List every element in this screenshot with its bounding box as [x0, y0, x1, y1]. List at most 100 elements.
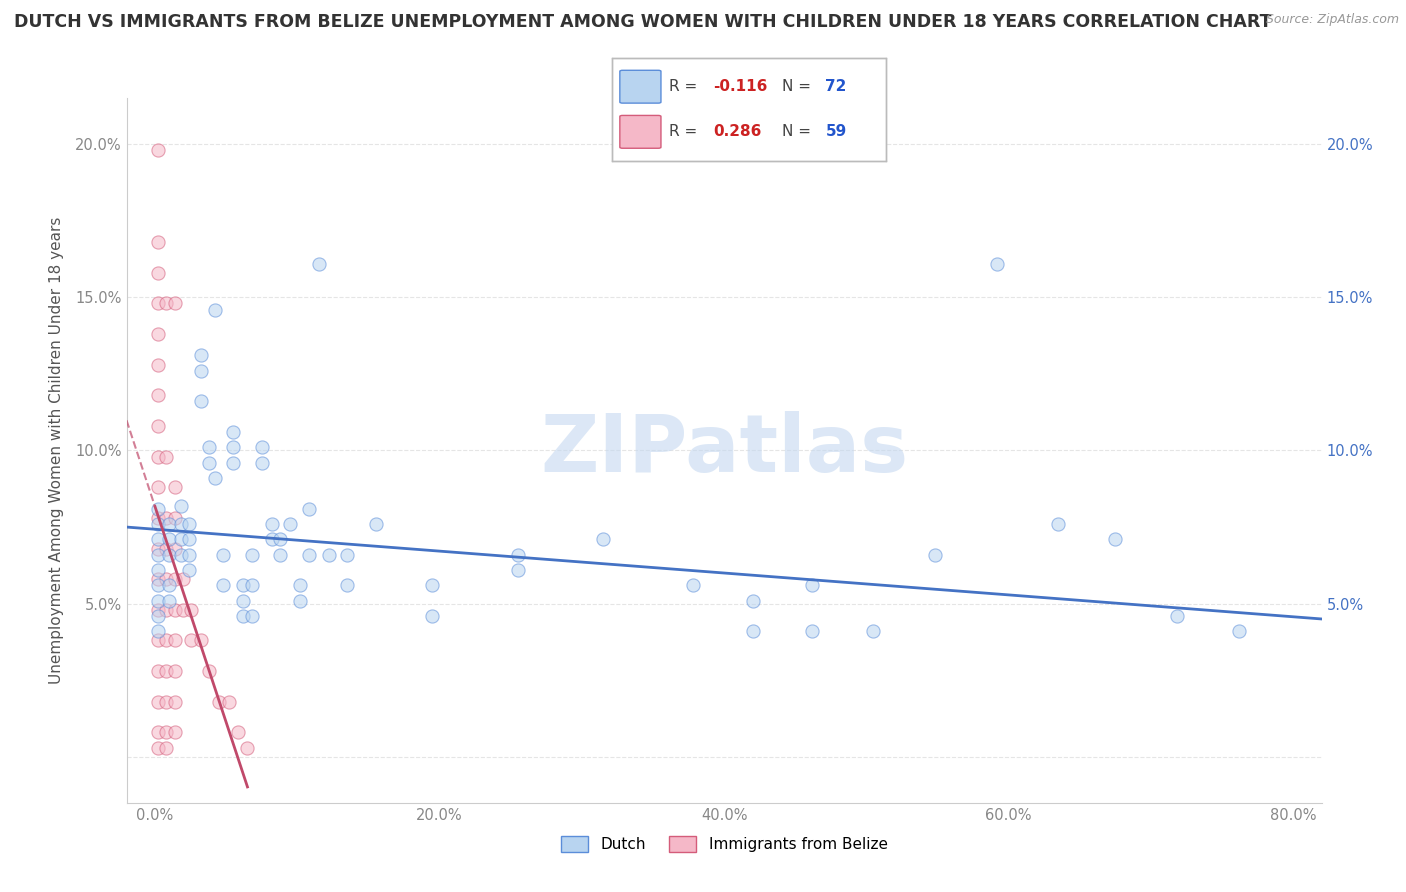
Point [422, 578, 444, 592]
Point [260, 516, 283, 531]
Point [212, 548, 235, 562]
Point [146, 235, 169, 249]
Point [146, 388, 169, 402]
Point [288, 578, 311, 592]
Point [146, 501, 169, 516]
Point [169, 548, 191, 562]
Point [801, 578, 824, 592]
Point [190, 633, 212, 648]
Point [862, 624, 884, 639]
Point [146, 480, 169, 494]
Point [741, 624, 763, 639]
Point [146, 664, 169, 678]
Point [146, 633, 169, 648]
Point [146, 516, 169, 531]
Point [146, 266, 169, 280]
Point [236, 740, 259, 755]
Point [155, 450, 177, 464]
Point [232, 608, 254, 623]
Point [155, 695, 177, 709]
Point [190, 349, 212, 363]
Point [163, 664, 186, 678]
Point [169, 516, 191, 531]
Point [163, 296, 186, 310]
Point [226, 725, 249, 739]
Text: R =: R = [669, 79, 697, 95]
Point [146, 572, 169, 586]
Point [163, 511, 186, 525]
Point [364, 516, 387, 531]
Point [308, 256, 330, 270]
Point [146, 326, 169, 341]
Y-axis label: Unemployment Among Women with Children Under 18 years: Unemployment Among Women with Children U… [49, 217, 63, 684]
Point [146, 511, 169, 525]
Point [208, 695, 231, 709]
Point [250, 441, 273, 455]
Point [269, 548, 291, 562]
FancyBboxPatch shape [620, 115, 661, 148]
Point [179, 563, 201, 577]
Point [180, 633, 202, 648]
Point [146, 450, 169, 464]
Text: 59: 59 [825, 124, 846, 139]
Point [172, 572, 194, 586]
FancyBboxPatch shape [620, 70, 661, 103]
Text: 72: 72 [825, 79, 846, 95]
Point [155, 740, 177, 755]
Point [146, 725, 169, 739]
Point [155, 511, 177, 525]
Point [157, 533, 180, 547]
Point [240, 578, 263, 592]
Point [155, 572, 177, 586]
Point [204, 302, 226, 317]
Point [157, 548, 180, 562]
Text: ZIPatlas: ZIPatlas [540, 411, 908, 490]
Point [260, 533, 283, 547]
Point [506, 563, 529, 577]
Point [198, 664, 221, 678]
Point [146, 608, 169, 623]
Point [801, 624, 824, 639]
Point [157, 516, 180, 531]
Point [506, 548, 529, 562]
Point [155, 664, 177, 678]
Point [212, 578, 235, 592]
Point [146, 541, 169, 556]
Point [163, 695, 186, 709]
Point [155, 603, 177, 617]
Point [179, 548, 201, 562]
Text: DUTCH VS IMMIGRANTS FROM BELIZE UNEMPLOYMENT AMONG WOMEN WITH CHILDREN UNDER 18 : DUTCH VS IMMIGRANTS FROM BELIZE UNEMPLOY… [14, 13, 1271, 31]
Point [190, 364, 212, 378]
Point [204, 471, 226, 485]
Point [180, 603, 202, 617]
Point [318, 548, 340, 562]
Point [146, 593, 169, 607]
Point [157, 593, 180, 607]
Point [278, 516, 301, 531]
Point [163, 480, 186, 494]
Point [222, 441, 245, 455]
Point [146, 695, 169, 709]
Point [198, 441, 221, 455]
Point [336, 548, 359, 562]
Point [155, 633, 177, 648]
Point [232, 593, 254, 607]
Point [163, 541, 186, 556]
Point [682, 578, 704, 592]
Point [222, 425, 245, 439]
Point [146, 563, 169, 577]
Point [741, 593, 763, 607]
Point [240, 548, 263, 562]
Point [146, 358, 169, 372]
Point [172, 603, 194, 617]
Point [336, 578, 359, 592]
Text: N =: N = [782, 124, 811, 139]
Point [924, 548, 946, 562]
Point [155, 541, 177, 556]
Point [146, 419, 169, 434]
Point [146, 603, 169, 617]
Point [250, 456, 273, 470]
Point [179, 533, 201, 547]
Point [986, 256, 1008, 270]
Point [1227, 624, 1250, 639]
